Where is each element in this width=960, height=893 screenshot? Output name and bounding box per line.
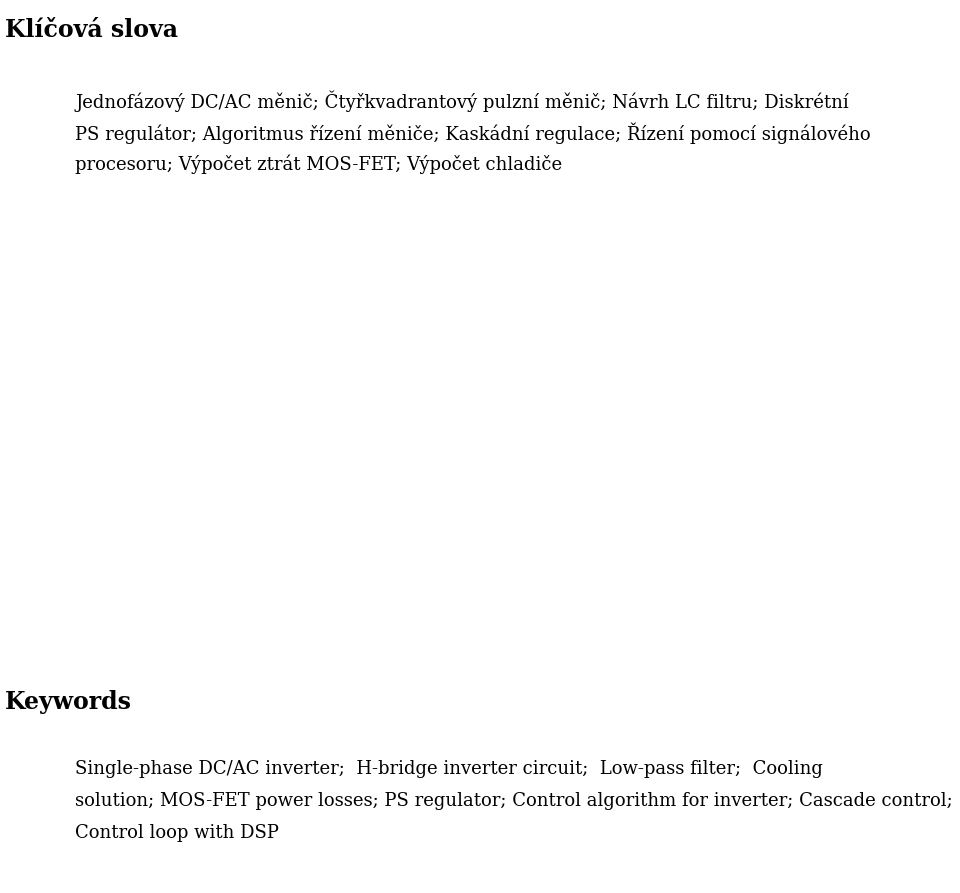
Text: PS regulátor; Algoritmus řízení měniče; Kaskádní regulace; Řízení pomocí signálo: PS regulátor; Algoritmus řízení měniče; …: [75, 122, 871, 144]
Text: procesoru; Výpočet ztrát MOS-FET; Výpočet chladiče: procesoru; Výpočet ztrát MOS-FET; Výpoče…: [75, 154, 563, 173]
Text: Jednofázový DC/AC měnič; Čtyřkvadrantový pulzní měnič; Návrh LC filtru; Diskrétn: Jednofázový DC/AC měnič; Čtyřkvadrantový…: [75, 90, 849, 112]
Text: Single-phase DC/AC inverter;  H-bridge inverter circuit;  Low-pass filter;  Cool: Single-phase DC/AC inverter; H-bridge in…: [75, 760, 823, 778]
Text: solution; MOS-FET power losses; PS regulator; Control algorithm for inverter; Ca: solution; MOS-FET power losses; PS regul…: [75, 792, 952, 810]
Text: Klíčová slova: Klíčová slova: [5, 18, 178, 42]
Text: Keywords: Keywords: [5, 690, 132, 714]
Text: Control loop with DSP: Control loop with DSP: [75, 824, 278, 842]
